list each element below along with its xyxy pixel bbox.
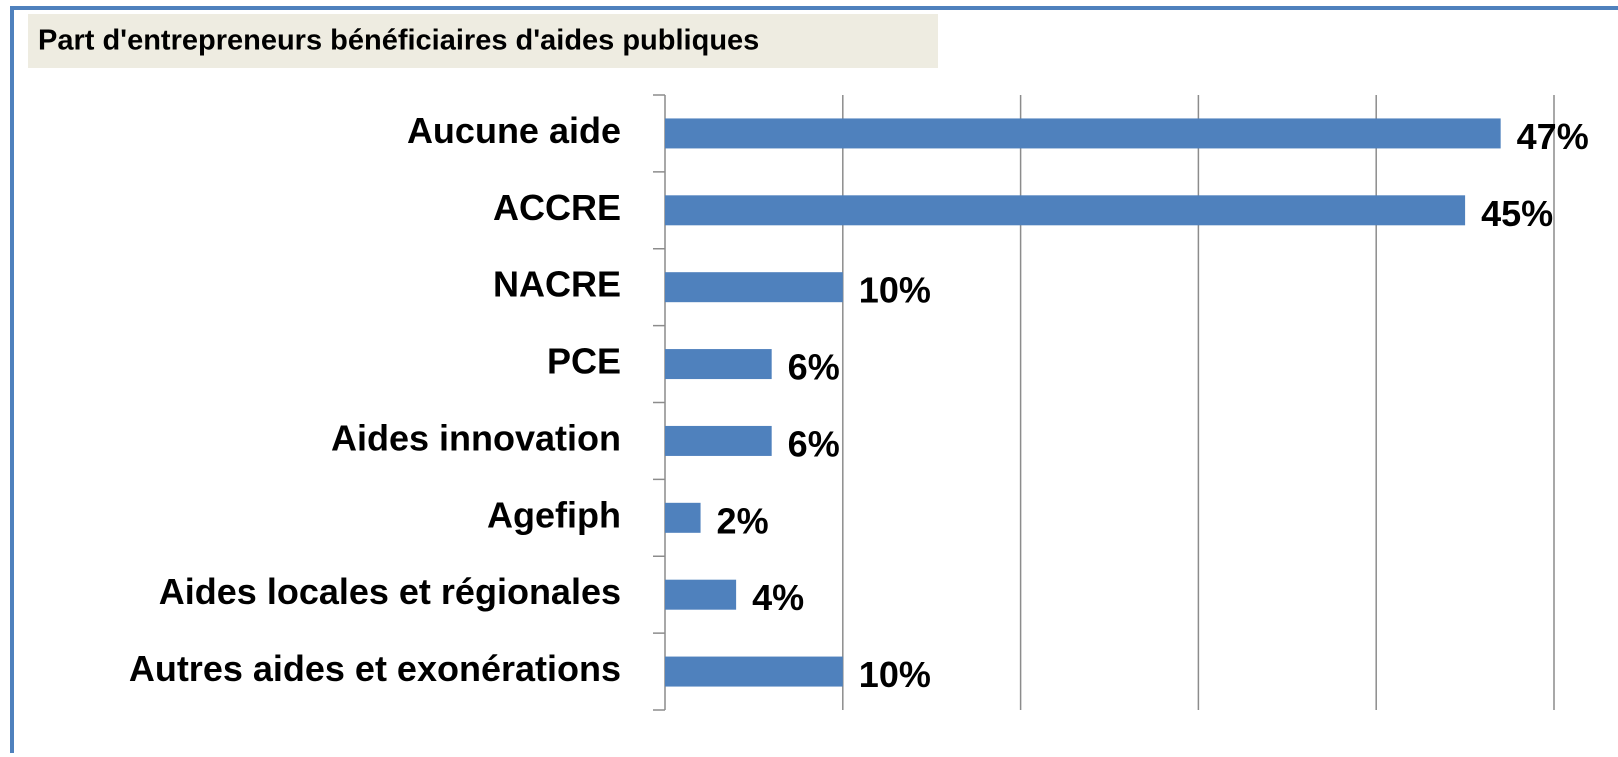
y-tick-label: Agefiph: [487, 494, 621, 535]
data-label: 10%: [859, 270, 931, 311]
bar: [665, 502, 701, 533]
bar: [665, 656, 843, 687]
data-label: 4%: [752, 577, 804, 618]
bar: [665, 195, 1466, 226]
y-tick-label: PCE: [547, 341, 621, 382]
y-tick-label: ACCRE: [493, 187, 621, 228]
y-tick-label: Aucune aide: [407, 110, 621, 151]
data-label: 6%: [788, 347, 840, 388]
y-tick-label: NACRE: [493, 264, 621, 305]
y-tick-label: Autres aides et exonérations: [129, 648, 621, 689]
bar: [665, 272, 843, 303]
data-label: 47%: [1517, 116, 1589, 157]
data-label: 2%: [717, 500, 769, 541]
data-label: 45%: [1481, 193, 1553, 234]
chart-title: Part d'entrepreneurs bénéficiaires d'aid…: [38, 25, 759, 57]
title-box: [28, 14, 938, 68]
data-label: 10%: [859, 654, 931, 695]
y-tick-label: Aides locales et régionales: [159, 571, 621, 612]
bar: [665, 579, 737, 610]
bar: [665, 425, 772, 456]
bar: [665, 118, 1501, 149]
data-label: 6%: [788, 423, 840, 464]
bar: [665, 349, 772, 380]
y-tick-label: Aides innovation: [331, 417, 621, 458]
